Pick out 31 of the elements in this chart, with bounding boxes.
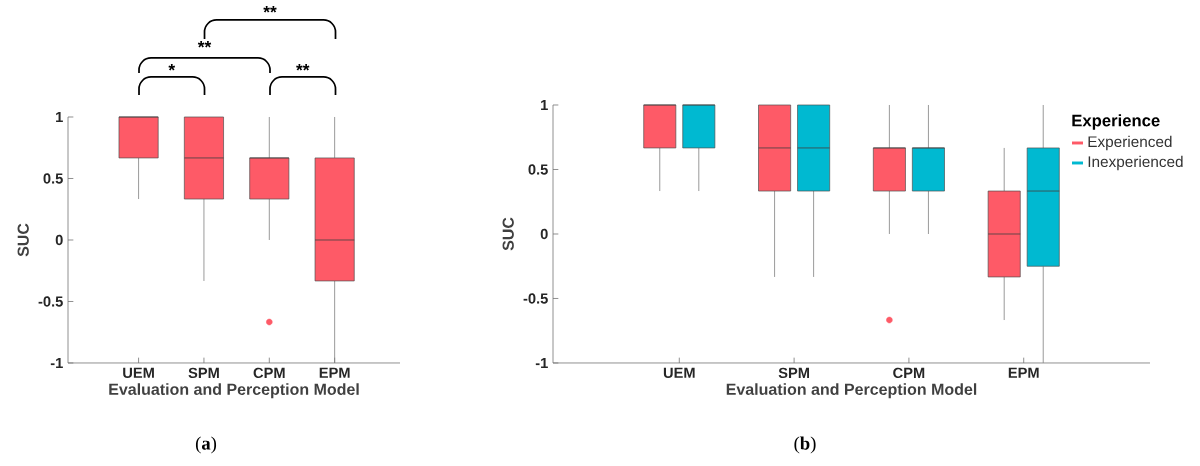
x-tick-label: SPM [778,367,809,379]
text: (a) [195,436,217,454]
y-tick-label: 0 [540,228,548,240]
text: ** [197,41,212,48]
legend-title: Experience [1072,114,1160,130]
x-tick-label: UEM [663,367,695,378]
y-tick-label: 0.5 [528,164,548,175]
legend-label: Experienced [1088,135,1172,151]
x-tick-label: SPM [188,367,219,379]
y-axis-title: SUC [17,223,29,257]
y-tick-label: 0.5 [43,173,63,184]
x-tick-label: CPM [893,367,925,379]
x-axis-title: Evaluation and Perception Model [109,383,359,399]
y-tick-label: -0.5 [523,293,548,304]
y-tick-label: -1 [50,357,63,369]
y-tick-label: -1 [535,357,548,369]
text: * [168,64,176,71]
text: ** [263,6,277,13]
y-axis-title: SUC [502,217,514,251]
x-tick-label: CPM [253,367,285,379]
text: ** [296,64,310,71]
x-tick-label: UEM [123,367,154,378]
x-tick-label: EPM [319,367,350,378]
text: (b) [794,436,816,454]
legend-label: Inexperienced [1088,155,1183,171]
y-tick-label: 1 [541,99,548,111]
y-tick-label: 0 [55,234,63,246]
x-tick-label: EPM [1008,367,1039,378]
x-axis-title: Evaluation and Perception Model [726,383,977,399]
y-tick-label: 1 [56,111,63,123]
y-tick-label: -0.5 [38,296,63,307]
